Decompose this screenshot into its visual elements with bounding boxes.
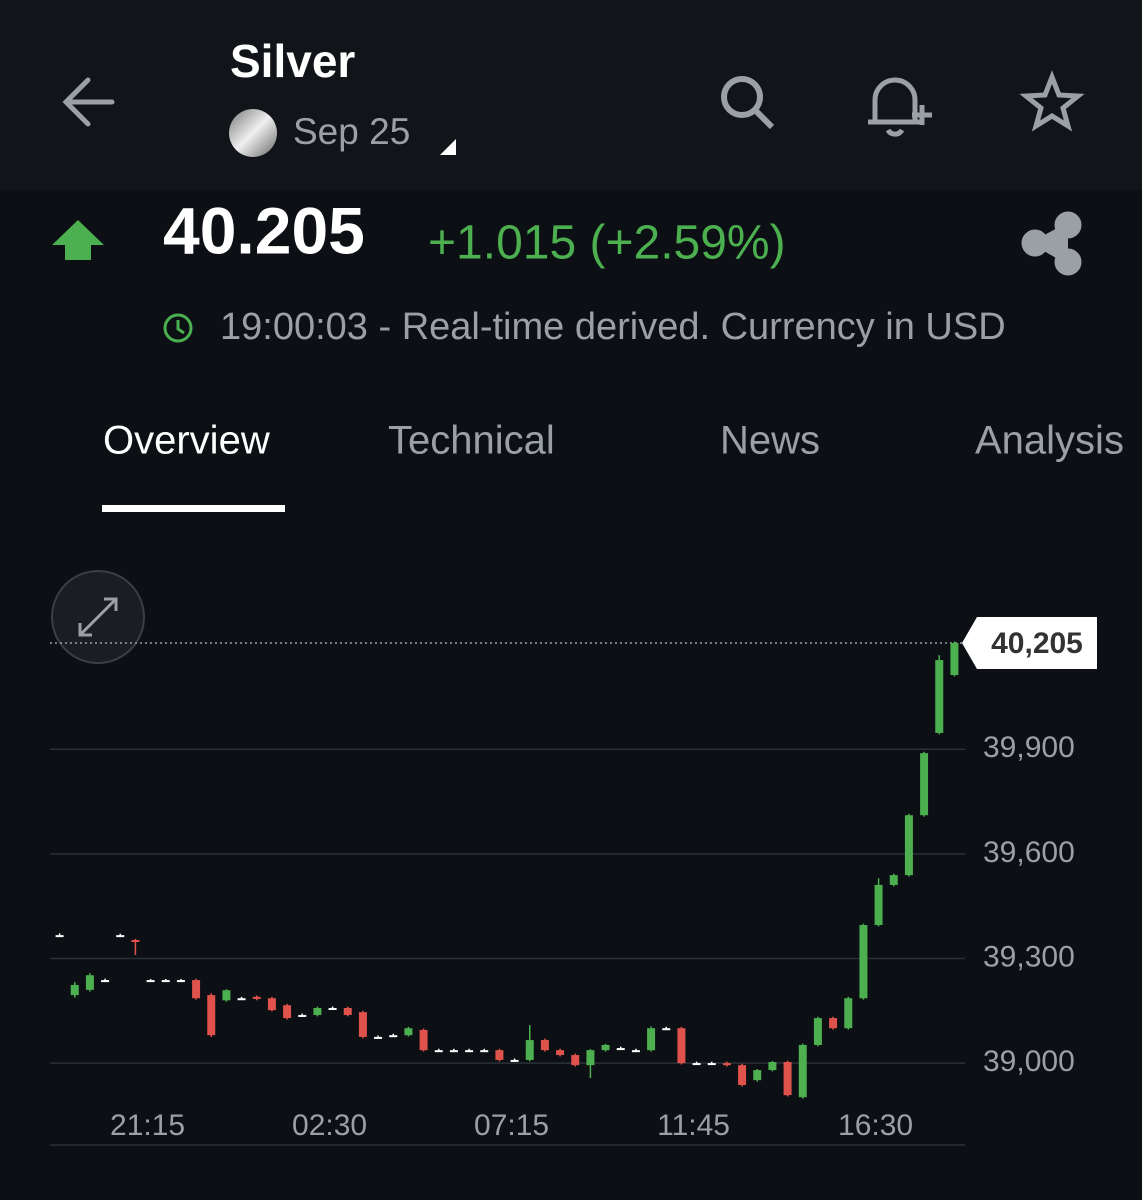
candle-body — [404, 1028, 413, 1036]
candle-body — [146, 980, 155, 983]
title: Silver — [230, 35, 355, 87]
candle-body — [237, 998, 246, 1001]
dropdown-arrow — [440, 139, 456, 155]
candle-body — [313, 1007, 322, 1015]
clock-icon — [163, 313, 193, 343]
candle-body — [616, 1048, 625, 1051]
candle-body — [571, 1055, 580, 1066]
candle-body — [192, 980, 201, 999]
candle-body — [207, 995, 216, 1036]
y-tick-label: 39,900 — [983, 731, 1075, 764]
x-tick-label: 02:30 — [292, 1109, 367, 1142]
candle-body — [692, 1063, 701, 1066]
candle-body — [419, 1029, 428, 1051]
candle-body — [783, 1062, 792, 1096]
candle-body — [343, 1007, 352, 1015]
price-tag — [962, 616, 1097, 669]
candle-body — [829, 1018, 838, 1029]
contract[interactable]: Sep 25 — [293, 111, 410, 152]
favorite-icon[interactable] — [1019, 70, 1085, 132]
candle-body — [449, 1050, 458, 1053]
candle-body — [844, 998, 853, 1029]
y-tick-label: 39,600 — [983, 836, 1075, 869]
candle-body — [677, 1028, 686, 1064]
candle-body — [85, 975, 94, 990]
candle-body — [935, 660, 944, 733]
candle-body — [267, 998, 276, 1011]
tab[interactable]: Technical — [388, 419, 555, 463]
candle-body — [722, 1063, 731, 1066]
candle-body — [540, 1040, 549, 1051]
candle-body — [510, 1059, 519, 1062]
candle-body — [738, 1065, 747, 1086]
candle-body — [631, 1050, 640, 1053]
candle-body — [647, 1028, 656, 1051]
candle-body — [161, 980, 170, 983]
change: +1.015 (+2.59%) — [428, 217, 786, 270]
candle-body — [434, 1050, 443, 1053]
candle-body — [283, 1005, 292, 1019]
candle-body — [813, 1018, 822, 1045]
x-tick-label: 16:30 — [838, 1109, 913, 1142]
candle-body — [601, 1044, 610, 1051]
candle-body — [874, 884, 883, 926]
price: 40.205 — [163, 193, 365, 267]
candle-body — [101, 980, 110, 983]
candle-body — [904, 815, 913, 876]
x-tick-label: 21:15 — [110, 1109, 185, 1142]
expand-button[interactable] — [51, 570, 145, 664]
candle-body — [298, 1014, 307, 1017]
status: 19:00:03 - Real-time derived. Currency i… — [220, 306, 1006, 348]
candle-body — [753, 1070, 762, 1081]
up-arrow — [52, 220, 104, 260]
coin-icon — [229, 109, 277, 157]
candle-body — [176, 980, 185, 983]
candle-body — [920, 753, 929, 816]
tab[interactable]: News — [720, 419, 820, 463]
candle-body — [586, 1050, 595, 1066]
candle-body — [480, 1050, 489, 1053]
x-tick-label: 11:45 — [657, 1109, 730, 1142]
x-tick-label: 07:15 — [474, 1109, 549, 1142]
candle-body — [465, 1050, 474, 1053]
candle-body — [798, 1044, 807, 1098]
tab[interactable]: Overview — [103, 419, 270, 463]
candle-body — [131, 940, 140, 943]
candle-body — [116, 935, 125, 938]
candle-body — [374, 1036, 383, 1039]
candle-body — [707, 1063, 716, 1066]
back-button[interactable] — [62, 77, 115, 127]
tab[interactable]: Analysis — [975, 419, 1124, 463]
share-icon[interactable] — [1021, 211, 1082, 276]
alert-icon[interactable] — [868, 77, 932, 137]
candle-body — [70, 984, 79, 996]
header-bar — [0, 0, 1142, 190]
candle-body — [950, 642, 959, 676]
candle-body — [358, 1012, 367, 1037]
candle-body — [252, 996, 261, 999]
candle-body — [768, 1062, 777, 1071]
search-icon[interactable] — [721, 76, 775, 130]
price-tag-label: 40,205 — [991, 627, 1083, 660]
candle-body — [889, 875, 898, 885]
candle-body — [328, 1007, 337, 1010]
candle-body — [662, 1028, 671, 1031]
y-tick-label: 39,300 — [983, 940, 1075, 973]
candle-body — [55, 935, 64, 938]
candle-body — [525, 1040, 534, 1060]
candle-body — [389, 1035, 398, 1038]
candle-body — [222, 990, 231, 1001]
tab-indicator — [102, 505, 285, 512]
candle-body — [495, 1050, 504, 1060]
candle-body — [556, 1050, 565, 1056]
candle-body — [859, 925, 868, 999]
y-tick-label: 39,000 — [983, 1045, 1075, 1078]
